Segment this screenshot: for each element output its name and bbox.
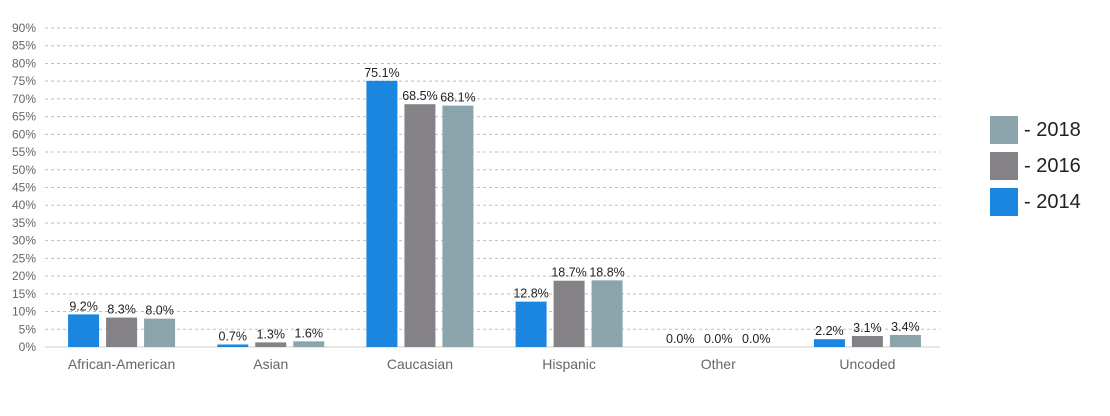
data-label: 8.0%	[145, 304, 174, 318]
legend-label-2018: - 2018	[1024, 118, 1081, 141]
data-label: 68.5%	[402, 89, 437, 103]
legend-swatch-2016	[990, 152, 1018, 180]
y-tick-label: 50%	[12, 163, 36, 177]
data-label: 1.6%	[295, 326, 324, 340]
y-tick-label: 0%	[19, 340, 37, 354]
data-label: 0.0%	[704, 332, 733, 346]
y-tick-label: 70%	[12, 92, 36, 106]
y-tick-label: 75%	[12, 74, 36, 88]
y-tick-label: 55%	[12, 145, 36, 159]
data-label: 18.8%	[589, 265, 624, 279]
data-label: 2.2%	[815, 324, 844, 338]
legend-label-2014: - 2014	[1024, 190, 1081, 213]
legend-item-2014[interactable]: - 2014	[990, 184, 1081, 220]
x-category-label: Uncoded	[839, 356, 895, 372]
bar	[68, 314, 100, 347]
x-category-label: Asian	[253, 356, 288, 372]
data-label: 18.7%	[551, 266, 586, 280]
bar	[889, 334, 921, 347]
data-label: 3.4%	[891, 320, 920, 334]
data-label: 68.1%	[440, 91, 475, 105]
y-tick-label: 15%	[12, 287, 36, 301]
y-tick-label: 40%	[12, 198, 36, 212]
x-category-label: Other	[701, 356, 736, 372]
x-category-label: Caucasian	[387, 356, 453, 372]
legend-item-2016[interactable]: - 2016	[990, 148, 1081, 184]
bar	[813, 339, 845, 347]
bar	[144, 318, 176, 347]
bar	[851, 336, 883, 347]
y-tick-label: 30%	[12, 234, 36, 248]
data-label: 75.1%	[364, 66, 399, 80]
legend-swatch-2014	[990, 188, 1018, 216]
bar	[106, 317, 138, 347]
y-tick-label: 5%	[19, 322, 37, 336]
bar	[255, 342, 287, 347]
bar	[591, 280, 623, 347]
y-tick-label: 65%	[12, 110, 36, 124]
bar	[366, 80, 398, 347]
y-tick-label: 90%	[12, 21, 36, 35]
x-category-label: African-American	[68, 356, 175, 372]
bar	[217, 344, 249, 347]
legend-item-2018[interactable]: - 2018	[990, 112, 1081, 148]
legend: - 2018 - 2016 - 2014	[990, 112, 1081, 220]
data-label: 0.0%	[742, 332, 771, 346]
data-label: 8.3%	[107, 303, 136, 317]
y-tick-label: 20%	[12, 269, 36, 283]
y-tick-label: 10%	[12, 305, 36, 319]
legend-label-2016: - 2016	[1024, 154, 1081, 177]
y-tick-label: 80%	[12, 56, 36, 70]
bar	[404, 104, 436, 347]
data-label: 0.7%	[219, 330, 248, 344]
y-tick-label: 85%	[12, 39, 36, 53]
data-label: 9.2%	[69, 299, 98, 313]
legend-swatch-2018	[990, 116, 1018, 144]
data-label: 12.8%	[513, 287, 548, 301]
data-label: 3.1%	[853, 321, 882, 335]
y-tick-label: 35%	[12, 216, 36, 230]
x-category-label: Hispanic	[542, 356, 596, 372]
data-label: 1.3%	[257, 327, 286, 341]
bar	[293, 341, 325, 347]
y-tick-label: 60%	[12, 127, 36, 141]
bar	[515, 301, 547, 347]
y-tick-label: 45%	[12, 181, 36, 195]
bar	[442, 105, 474, 347]
y-tick-label: 25%	[12, 251, 36, 265]
bar	[553, 280, 585, 347]
bar-chart: 0% 5% 10% 15% 20% 25% 30% 35% 40% 45% 50% 55% 60% 65%…	[12, 21, 940, 372]
data-label: 0.0%	[666, 332, 695, 346]
